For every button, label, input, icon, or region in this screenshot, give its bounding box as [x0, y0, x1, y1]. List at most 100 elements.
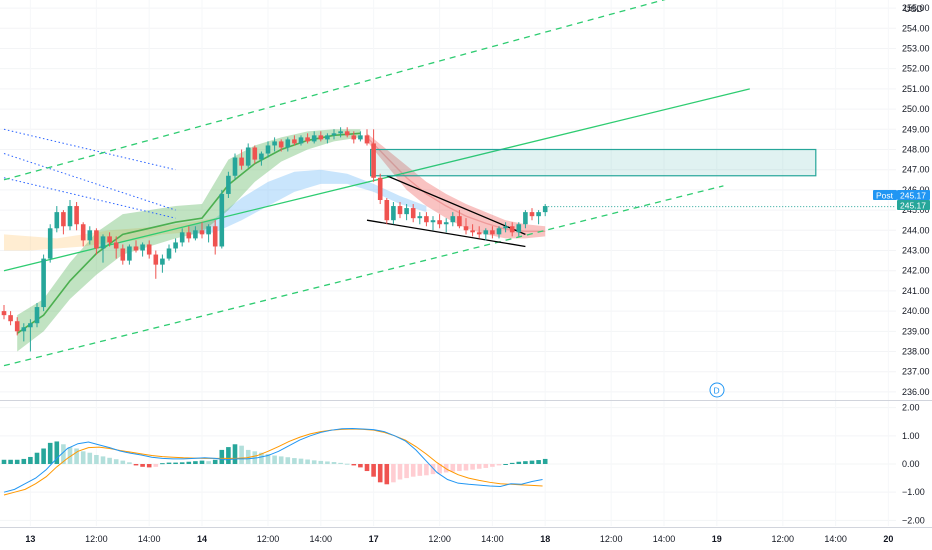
candle — [325, 133, 330, 144]
candle — [47, 224, 53, 263]
macd-histogram-bar — [245, 449, 251, 464]
price-tick-label: 249.00 — [902, 124, 930, 134]
candle — [338, 127, 343, 138]
candle-body — [457, 216, 462, 227]
candle — [496, 226, 502, 239]
price-tick-label: 250.00 — [902, 104, 930, 114]
candle-body — [410, 208, 416, 219]
candle — [516, 222, 522, 237]
candle-body — [100, 236, 106, 249]
candle — [239, 149, 244, 170]
resistance-box[interactable] — [370, 148, 817, 177]
candle — [476, 226, 482, 239]
candle — [318, 131, 324, 142]
candle-body — [212, 226, 218, 247]
candle — [450, 212, 456, 227]
blue-dotted-line — [3, 177, 176, 219]
candle — [417, 212, 423, 225]
macd-histogram-bar — [490, 464, 495, 467]
macd-histogram-bar — [160, 463, 165, 465]
macd-histogram-bar — [28, 456, 33, 464]
candle — [463, 218, 469, 235]
macd-histogram-bar — [285, 457, 291, 464]
macd-histogram-bar — [127, 462, 132, 464]
candle-body — [226, 175, 231, 194]
macd-histogram-bar — [476, 464, 482, 469]
macd-tick-label: 2.00 — [902, 403, 920, 413]
price-tick-label: 238.00 — [902, 347, 930, 357]
macd-histogram-bar — [47, 442, 53, 464]
candle-body — [179, 232, 185, 243]
wedge-lower-line[interactable] — [366, 219, 526, 248]
macd-histogram-bar — [173, 462, 178, 464]
macd-histogram-bar — [153, 464, 159, 467]
candle-body — [245, 147, 251, 166]
channel-upper-dashed-line[interactable] — [3, 0, 671, 181]
candle-body — [404, 208, 409, 215]
last-price-label: 245.17 — [900, 201, 926, 211]
macd-histogram-bar — [417, 464, 423, 476]
candle-body — [377, 177, 383, 200]
candle-body — [371, 143, 376, 178]
candle — [173, 238, 178, 253]
candle-body — [259, 153, 264, 160]
post-price-label: 245.17 — [900, 191, 926, 201]
candle — [226, 171, 231, 198]
price-tick-label: 242.00 — [902, 266, 930, 276]
candle-body — [397, 206, 403, 215]
macd-histogram-bar — [410, 464, 416, 477]
macd-histogram-bar — [325, 461, 330, 464]
candle — [166, 244, 172, 261]
candle-body — [166, 248, 172, 259]
candle — [377, 173, 383, 205]
macd-histogram-bar — [193, 461, 198, 464]
macd-histogram-bar — [483, 464, 489, 468]
macd-histogram-bar — [371, 464, 376, 477]
candle-body — [443, 222, 449, 225]
macd-histogram-bar — [212, 459, 218, 464]
candle — [437, 214, 442, 229]
candle — [483, 228, 489, 241]
macd-axis[interactable]: 2.00 1.00 0.00 −1.00 −2.00 — [902, 403, 925, 526]
dividend-marker[interactable]: D — [709, 382, 725, 398]
candle-body — [80, 224, 86, 241]
candle-body — [542, 206, 548, 213]
time-tick-label: 13 — [25, 534, 35, 544]
channel-lower-dashed-line[interactable] — [3, 185, 724, 367]
macd-histogram-bar — [199, 460, 205, 464]
price-axis[interactable]: 236.00 237.00 238.00 239.00 240.00 241.00 242.… — [902, 3, 930, 397]
candle — [292, 135, 297, 146]
channel-mid-solid-line[interactable] — [3, 88, 750, 272]
macd-histogram-bar — [298, 458, 304, 464]
macd-histogram-bar — [503, 464, 508, 465]
macd-histogram-bar — [318, 460, 324, 464]
macd-histogram-bar — [67, 447, 73, 464]
candle — [384, 197, 390, 225]
time-tick-label: 12:00 — [428, 534, 451, 544]
candle-body — [265, 145, 271, 154]
candle — [206, 224, 211, 243]
macd-histogram-bar — [272, 455, 277, 464]
candle — [351, 131, 357, 144]
candle-body — [34, 307, 40, 324]
macd-histogram-bar — [278, 456, 284, 464]
macd-histogram-bar — [523, 461, 528, 464]
candle-body — [536, 212, 541, 217]
time-tick-label: 14 — [197, 534, 207, 544]
candle-body — [318, 135, 324, 140]
candle — [140, 242, 145, 257]
candle — [14, 317, 20, 336]
candle-body — [338, 131, 343, 134]
dividend-marker-label: D — [714, 386, 720, 396]
candle — [252, 145, 258, 164]
macd-histogram-bar — [226, 447, 231, 464]
candle-body — [219, 193, 225, 247]
candle-body — [523, 212, 528, 225]
candle — [193, 226, 198, 241]
candle-body — [364, 135, 370, 144]
wedge-upper-line[interactable] — [386, 175, 526, 235]
macd-histogram-bar — [146, 464, 152, 468]
candle-body — [351, 135, 357, 140]
time-axis[interactable]: 13 12:00 14:00 14 12:00 14:00 17 12:00 14:00 18 12… — [25, 534, 893, 544]
